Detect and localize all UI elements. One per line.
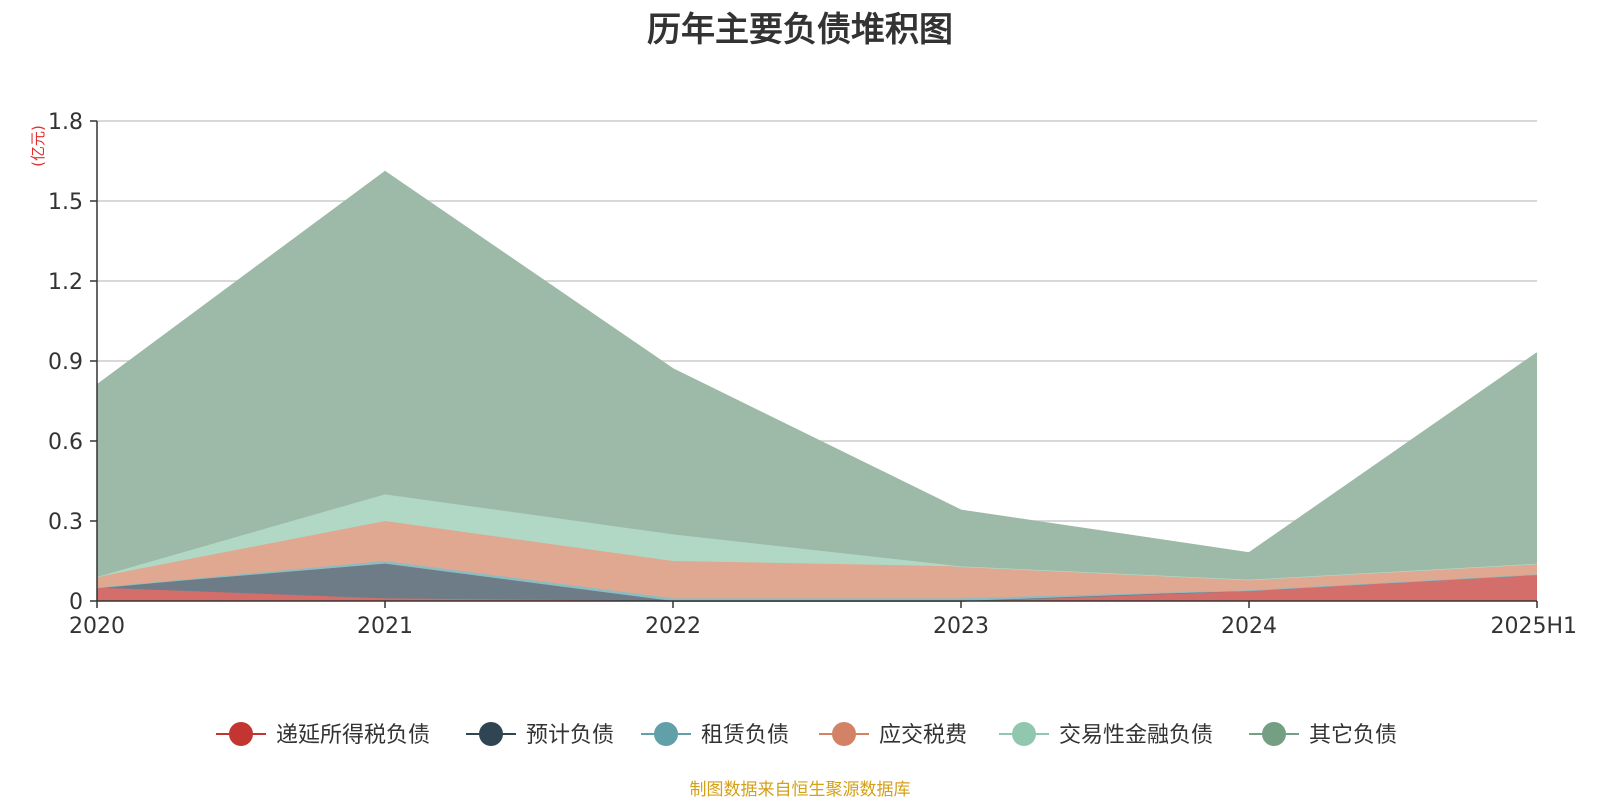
y-axis-unit-label: (亿元) — [29, 125, 47, 167]
y-tick-label: 1.2 — [48, 270, 83, 295]
legend-label: 租赁负债 — [701, 723, 789, 748]
x-tick-label: 2023 — [933, 614, 989, 639]
x-tick-label: 2025H1 — [1490, 614, 1577, 639]
chart-title: 历年主要负债堆积图 — [647, 10, 953, 50]
legend-label: 其它负债 — [1309, 723, 1397, 748]
x-tick-label: 2020 — [69, 614, 125, 639]
legend-item[interactable]: 其它负债 — [1249, 722, 1397, 748]
legend-marker-icon — [1262, 722, 1286, 746]
x-tick-label: 2021 — [357, 614, 413, 639]
legend-item[interactable]: 应交税费 — [819, 722, 967, 748]
x-tick-label: 2024 — [1221, 614, 1277, 639]
y-tick-label: 0.9 — [48, 350, 83, 375]
legend-item[interactable]: 预计负债 — [466, 722, 614, 748]
legend-label: 递延所得税负债 — [276, 723, 430, 748]
area-递延所得税负债 — [97, 574, 1537, 601]
axes: 0 0.3 0.6 0.9 1.2 1.5 1.8 2020 2021 2022 2023 2024 2… — [48, 110, 1577, 639]
y-tick-label: 0.6 — [48, 430, 83, 455]
y-tick-label: 1.8 — [48, 110, 83, 135]
legend-label: 应交税费 — [879, 723, 967, 748]
legend-item[interactable]: 租赁负债 — [641, 722, 789, 748]
legend-marker-icon — [479, 722, 503, 746]
legend-marker-icon — [654, 722, 678, 746]
legend-marker-icon — [229, 722, 253, 746]
area-series — [96, 170, 1538, 602]
legend-marker-icon — [832, 722, 856, 746]
legend-label: 预计负债 — [526, 723, 614, 748]
source-note: 制图数据来自恒生聚源数据库 — [689, 780, 911, 800]
x-tick-label: 2022 — [645, 614, 701, 639]
legend-item[interactable]: 递延所得税负债 — [216, 722, 430, 748]
legend[interactable]: 递延所得税负债 预计负债 租赁负债 应交税费 交易性金融负债 其它负债 — [216, 722, 1397, 748]
legend-marker-icon — [1012, 722, 1036, 746]
y-tick-label: 0 — [69, 590, 83, 615]
area-交易性金融负债 — [97, 494, 1537, 580]
area-预计负债 — [97, 563, 1537, 601]
series-line — [96, 170, 1538, 554]
area-应交税费 — [97, 521, 1537, 599]
y-tick-label: 1.5 — [48, 190, 83, 215]
legend-label: 交易性金融负债 — [1059, 723, 1213, 748]
legend-item[interactable]: 交易性金融负债 — [999, 722, 1213, 748]
area-其它负债 — [97, 171, 1537, 580]
y-tick-label: 0.3 — [48, 510, 83, 535]
